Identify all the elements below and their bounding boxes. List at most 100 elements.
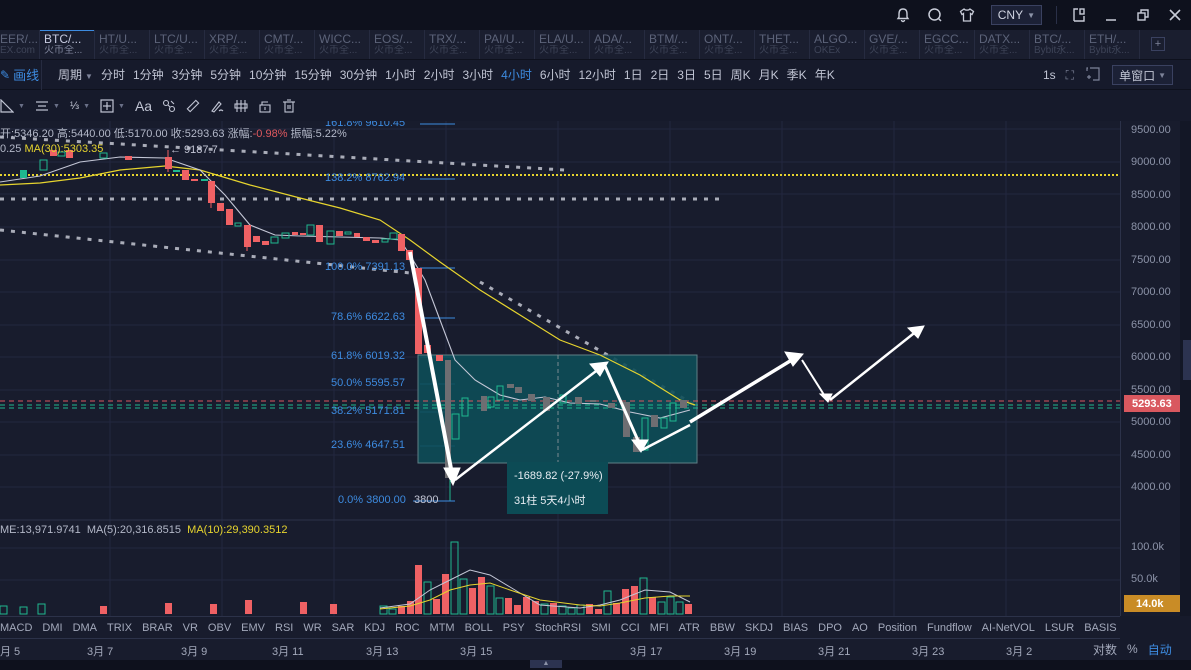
tab-symbol[interactable]: THET... 火币全... [755,30,810,59]
period-option-active[interactable]: 4小时 [501,68,532,82]
indicator-tab[interactable]: SMI [591,621,611,634]
indicator-tab[interactable]: OBV [207,621,232,634]
chart-area[interactable]: 开:5346.20 高:5440.00 低:5170.00 收:5293.63 … [0,121,1120,616]
tab-symbol[interactable]: WICC... 火币全... [315,30,370,59]
indicator-tab[interactable]: BBW [709,621,735,634]
indicator-tab[interactable]: KDJ [364,621,386,634]
indicator-tab[interactable]: SAR [331,621,355,634]
indicator-tab[interactable]: Fundflow [927,621,972,634]
add-tab-button[interactable]: + [1151,37,1165,51]
indicator-tab[interactable]: StochRSI [534,621,582,634]
percent-scale-toggle[interactable]: % [1127,642,1138,656]
tab-symbol[interactable]: XRP/... 火币全... [205,30,260,59]
indicator-tab[interactable]: EMV [241,621,265,634]
auto-scale-toggle[interactable]: 自动 [1147,642,1172,657]
fibonacci-tool[interactable]: ⅓ ▼ [70,100,90,112]
period-option[interactable]: 12小时 [578,68,616,82]
tab-symbol[interactable]: LTC/U... 火币全... [150,30,205,59]
restore-icon[interactable] [1132,4,1154,26]
period-option[interactable]: 周K [730,68,751,82]
tab-symbol[interactable]: HT/U... 火币全... [95,30,150,59]
indicator-tab[interactable]: WR [303,621,322,634]
period-option[interactable]: 2小时 [423,68,455,82]
parallel-lines-tool[interactable]: ▼ [35,99,60,113]
tab-symbol[interactable]: EOS/... 火币全... [370,30,425,59]
period-option[interactable]: 年K [814,68,835,82]
tab-symbol[interactable]: ETH/... Bybit永... [1085,30,1140,59]
period-option[interactable]: 1日 [623,68,643,82]
tab-symbol[interactable]: BTM/... 火币全... [645,30,700,59]
draw-lines-button[interactable]: ✎ 画线 [0,59,42,90]
indicator-tab[interactable]: MACD [0,621,33,634]
period-option[interactable]: 5日 [703,68,723,82]
tab-symbol[interactable]: ALGO... OKEx [810,30,865,59]
window-mode-select[interactable]: 单窗口 ▼ [1112,65,1173,85]
pattern-icon[interactable] [162,99,176,113]
indicator-tab[interactable]: BASIS [1084,621,1117,634]
indicator-tab[interactable]: Position [877,621,918,634]
tab-symbol[interactable]: BTC/... Bybit永... [1030,30,1085,59]
fullscreen-icon[interactable]: ⛶ [1065,67,1075,82]
tab-symbol[interactable]: ADA/... 火币全... [590,30,645,59]
bottom-scrollbar[interactable]: ▲ [0,660,1191,670]
indicator-tab[interactable]: RSI [275,621,294,634]
period-option[interactable]: 3分钟 [171,68,203,82]
tab-symbol[interactable]: ONT/... 火币全... [700,30,755,59]
period-option[interactable]: 分时 [100,68,125,82]
indicator-tab[interactable]: TRIX [107,621,133,634]
tshirt-icon[interactable] [956,4,978,26]
tab-symbol[interactable]: GVE/... 火币全... [865,30,920,59]
add-window-icon[interactable] [1086,66,1100,84]
period-dropdown[interactable]: 周期 ▼ [58,66,93,83]
indicator-tab[interactable]: MFI [649,621,669,634]
side-panel-handle[interactable] [1183,340,1191,380]
period-option[interactable]: 季K [786,68,807,82]
tab-symbol[interactable]: EGCC... 火币全... [920,30,975,59]
indicator-tab[interactable]: BIAS [783,621,809,634]
period-option[interactable]: 2日 [650,68,670,82]
indicator-tab[interactable]: MTM [429,621,455,634]
tab-symbol[interactable]: PAI/U... 火币全... [480,30,535,59]
bell-icon[interactable] [892,4,914,26]
close-icon[interactable] [1164,4,1186,26]
trendline-tool[interactable]: ▼ [0,99,25,113]
indicator-tab[interactable]: DPO [818,621,842,634]
currency-select[interactable]: CNY ▼ [990,5,1042,25]
period-option[interactable]: 3日 [677,68,696,82]
indicator-tab[interactable]: DMI [42,621,63,634]
period-option[interactable]: 30分钟 [339,68,378,82]
indicator-tab[interactable]: SKDJ [744,621,774,634]
indicator-tab[interactable]: AO [851,621,868,634]
indicator-tab[interactable]: AI-NetVOL [981,621,1035,634]
indicator-tab[interactable]: LSUR [1044,621,1075,634]
brush-icon[interactable] [210,99,224,113]
time-axis[interactable]: 月 5 3月 7 3月 9 3月 11 3月 13 3月 15 3月 17 3月… [0,638,1120,660]
period-option[interactable]: 5分钟 [210,68,242,82]
period-option[interactable]: 1分钟 [132,68,164,82]
minimize-icon[interactable] [1100,4,1122,26]
period-option[interactable]: 15分钟 [294,68,332,82]
text-tool[interactable]: Aa [134,98,153,114]
tab-symbol[interactable]: DATX... 火币全... [975,30,1030,59]
search-icon[interactable] [924,4,946,26]
period-option[interactable]: 1小时 [385,68,416,82]
scroll-thumb[interactable]: ▲ [530,660,562,668]
tab-symbol[interactable]: TRX/... 火币全... [425,30,480,59]
indicator-tab[interactable]: BRAR [142,621,173,634]
layout-icon[interactable] [1068,4,1090,26]
ruler-icon[interactable] [186,99,200,113]
box-tool[interactable]: ▼ [100,99,125,113]
indicator-tab[interactable]: ATR [678,621,700,634]
measure-icon[interactable] [234,99,248,113]
period-option[interactable]: 10分钟 [249,68,287,82]
indicator-tab[interactable]: DMA [72,621,98,634]
period-option[interactable]: 3小时 [462,68,494,82]
indicator-tab[interactable]: ROC [395,621,420,634]
indicator-tab[interactable]: CCI [620,621,640,634]
trash-icon[interactable] [282,99,296,113]
period-option[interactable]: 月K [758,68,779,82]
indicator-tab[interactable]: PSY [502,621,525,634]
tab-symbol-active[interactable]: BTC/... 火币全... [40,30,95,59]
price-axis[interactable]: 9500.00 9000.00 8500.00 8000.00 7500.00 … [1120,121,1184,616]
period-option[interactable]: 6小时 [539,68,571,82]
